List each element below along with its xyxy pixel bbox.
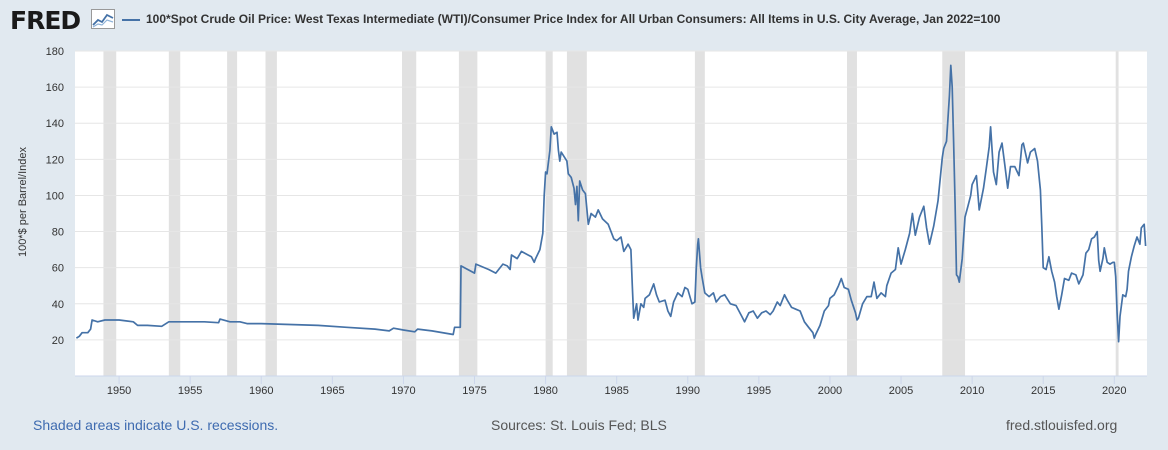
x-tick-label: 1960 [249, 385, 273, 397]
legend-label: 100*Spot Crude Oil Price: West Texas Int… [146, 12, 1001, 26]
y-axis-label: 100*$ per Barrel/Index [17, 146, 29, 258]
y-tick-label: 20 [52, 335, 64, 347]
chart-logo-icon [91, 9, 115, 29]
recession-band-9 [847, 51, 857, 376]
x-tick-label: 2000 [818, 385, 842, 397]
y-tick-label: 140 [46, 118, 64, 130]
x-tick-label: 1980 [533, 385, 557, 397]
x-tick-label: 1985 [604, 385, 628, 397]
recession-band-1 [168, 51, 181, 376]
y-tick-label: 120 [46, 154, 64, 166]
site-url: fred.stlouisfed.org [1006, 417, 1118, 433]
chart: 20 40 60 80 100 120 140 160 180 1950 1955 1960 1965… [46, 46, 1147, 397]
y-tick-label: 80 [52, 227, 64, 239]
y-tick-label: 180 [46, 46, 64, 58]
legend[interactable]: 100*Spot Crude Oil Price: West Texas Int… [122, 12, 1000, 26]
recession-band-3 [265, 51, 277, 376]
y-tick-label: 40 [52, 299, 64, 311]
x-tick-label: 1955 [178, 385, 202, 397]
x-tick-label: 2020 [1102, 385, 1126, 397]
y-tick-label: 160 [46, 82, 64, 94]
x-tick-label: 2015 [1031, 385, 1055, 397]
recession-band-11 [1115, 51, 1119, 376]
y-tick-label: 100 [46, 190, 64, 202]
fred-logo[interactable]: FRED [10, 6, 81, 35]
grid-lines [75, 50, 1147, 341]
recession-band-2 [227, 51, 238, 376]
x-tick-label: 1950 [107, 385, 131, 397]
recession-band-7 [566, 51, 587, 376]
recession-band-8 [694, 51, 705, 376]
recession-band-10 [942, 51, 966, 376]
header: FRED 100*Spot Crude Oil Price: West Texa… [0, 0, 1168, 40]
plot-area [75, 51, 1147, 376]
recession-band-0 [103, 51, 117, 376]
legend-swatch [122, 18, 140, 21]
recession-band-6 [545, 51, 553, 376]
series-line [75, 64, 1147, 343]
y-tick-label: 60 [52, 263, 64, 275]
recession-band-4 [402, 51, 417, 376]
recession-bands [103, 51, 1119, 376]
x-tick-label: 1995 [747, 385, 771, 397]
recession-band-5 [458, 51, 478, 376]
sources-text: Sources: St. Louis Fed; BLS [491, 417, 667, 433]
x-tick-labels: 1950 1955 1960 1965 1970 1975 1980 1985 1990 1995… [107, 376, 1127, 397]
y-tick-labels: 20 40 60 80 100 120 140 160 180 [46, 46, 64, 347]
x-tick-label: 1990 [676, 385, 700, 397]
x-tick-label: 1970 [391, 385, 415, 397]
x-tick-label: 1975 [462, 385, 486, 397]
recession-note-link[interactable]: Shaded areas indicate U.S. recessions. [33, 417, 279, 433]
x-tick-label: 2010 [960, 385, 984, 397]
x-tick-label: 1965 [320, 385, 344, 397]
x-tick-label: 2005 [889, 385, 913, 397]
